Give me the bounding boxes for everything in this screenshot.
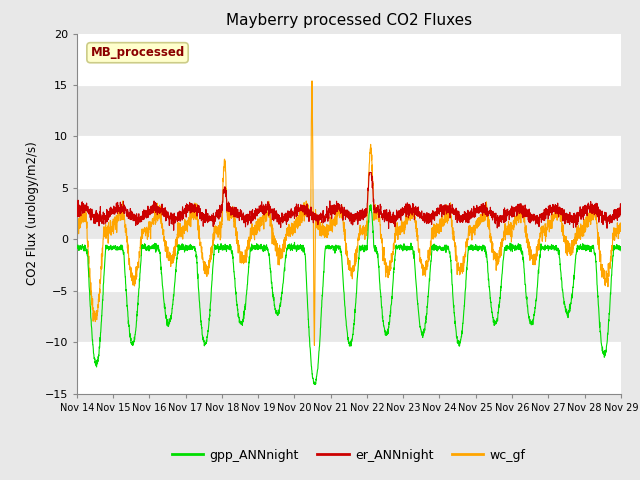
Bar [77,240,621,291]
Legend: gpp_ANNnight, er_ANNnight, wc_gf: gpp_ANNnight, er_ANNnight, wc_gf [167,444,531,467]
Bar [77,188,621,240]
Bar [77,85,621,136]
Y-axis label: CO2 Flux (urology/m2/s): CO2 Flux (urology/m2/s) [26,142,39,286]
Title: Mayberry processed CO2 Fluxes: Mayberry processed CO2 Fluxes [226,13,472,28]
Bar [77,291,621,342]
Bar [77,342,621,394]
Text: MB_processed: MB_processed [90,46,185,59]
Bar [77,136,621,188]
Bar [77,34,621,85]
